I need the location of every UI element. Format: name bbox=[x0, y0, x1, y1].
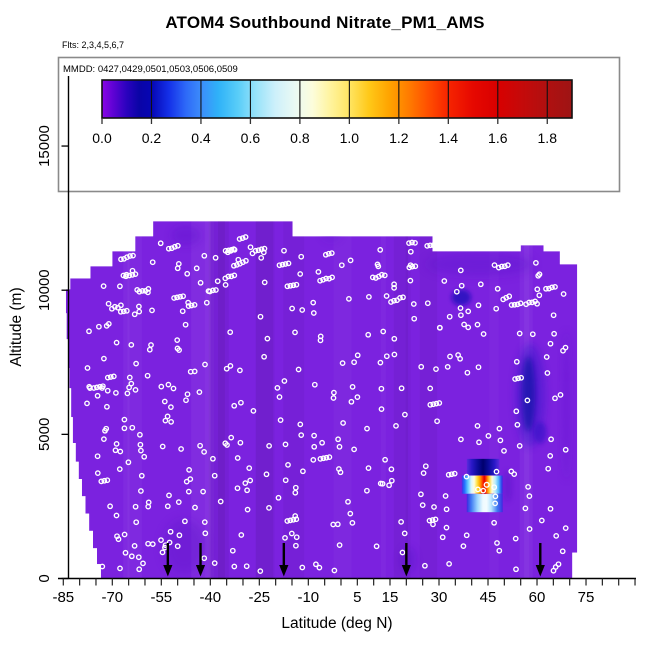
x-axis-title: Latitude (deg N) bbox=[281, 615, 393, 632]
x-tick-label: 60 bbox=[529, 589, 546, 606]
colorbar-tick-label: 1.0 bbox=[340, 130, 360, 146]
enhanced-region bbox=[504, 470, 512, 503]
sample-markers bbox=[84, 234, 569, 574]
x-tick-label: -40 bbox=[199, 589, 221, 606]
colorbar-tick-label: 0.4 bbox=[191, 130, 211, 146]
enhanced-region bbox=[171, 225, 201, 246]
x-tick-label: -10 bbox=[297, 589, 319, 606]
x-tick-label: -70 bbox=[101, 589, 123, 606]
x-tick-label: 5 bbox=[353, 589, 361, 606]
mmdd-label: MMDD: 0427,0429,0501,0503,0506,0509 bbox=[63, 64, 238, 75]
x-tick-label: -55 bbox=[150, 589, 172, 606]
enhanced-region bbox=[562, 330, 571, 481]
colorbar-tick-label: 1.4 bbox=[439, 130, 459, 146]
colorbar-tick-label: 0.0 bbox=[92, 130, 112, 146]
x-tick-label: 15 bbox=[382, 589, 399, 606]
y-tick-label: 10000 bbox=[36, 269, 53, 311]
colorbar-legend: MMDD: 0427,0429,0501,0503,0506,0509 0.0 0.… bbox=[57, 56, 621, 193]
plume-band-upper-navy bbox=[466, 458, 500, 476]
x-tick-label: -85 bbox=[52, 589, 74, 606]
enhanced-region bbox=[321, 223, 341, 242]
colorbar-tick-label: 1.6 bbox=[488, 130, 508, 146]
plot-title: ATOM4 Southbound Nitrate_PM1_AMS bbox=[165, 13, 485, 32]
x-tick-label: 45 bbox=[480, 589, 497, 606]
colorbar-tick-label: 0.6 bbox=[241, 130, 261, 146]
x-tick-label: -25 bbox=[248, 589, 270, 606]
y-tick-label: 0 bbox=[36, 574, 53, 582]
flights-note: Flts: 2,3,4,5,6,7 bbox=[62, 40, 125, 50]
x-tick-label: 75 bbox=[578, 589, 595, 606]
plume-core-marker bbox=[483, 481, 490, 488]
colorbar-tick-label: 0.2 bbox=[142, 130, 162, 146]
colorbar-tick-label: 0.8 bbox=[290, 130, 310, 146]
colorbar-gradient bbox=[101, 79, 573, 119]
x-tick-label: 30 bbox=[431, 589, 448, 606]
y-tick-label: 15000 bbox=[36, 125, 53, 167]
enhanced-region bbox=[162, 519, 206, 575]
axes: 0 5000 10000 15000 -85 -70 -55 -40 -25 -10 5 15 30 45… bbox=[36, 76, 636, 606]
profile-arrows bbox=[163, 543, 545, 577]
enhanced-region bbox=[533, 422, 547, 444]
colorbar-tick-label: 1.2 bbox=[389, 130, 409, 146]
enhanced-region bbox=[425, 252, 534, 276]
y-tick-label: 5000 bbox=[36, 418, 53, 451]
y-axis-title: Altitude (m) bbox=[8, 287, 25, 367]
enhanced-region bbox=[521, 356, 536, 432]
heatmap-field bbox=[65, 221, 578, 579]
colorbar-tick-label: 1.8 bbox=[538, 130, 558, 146]
